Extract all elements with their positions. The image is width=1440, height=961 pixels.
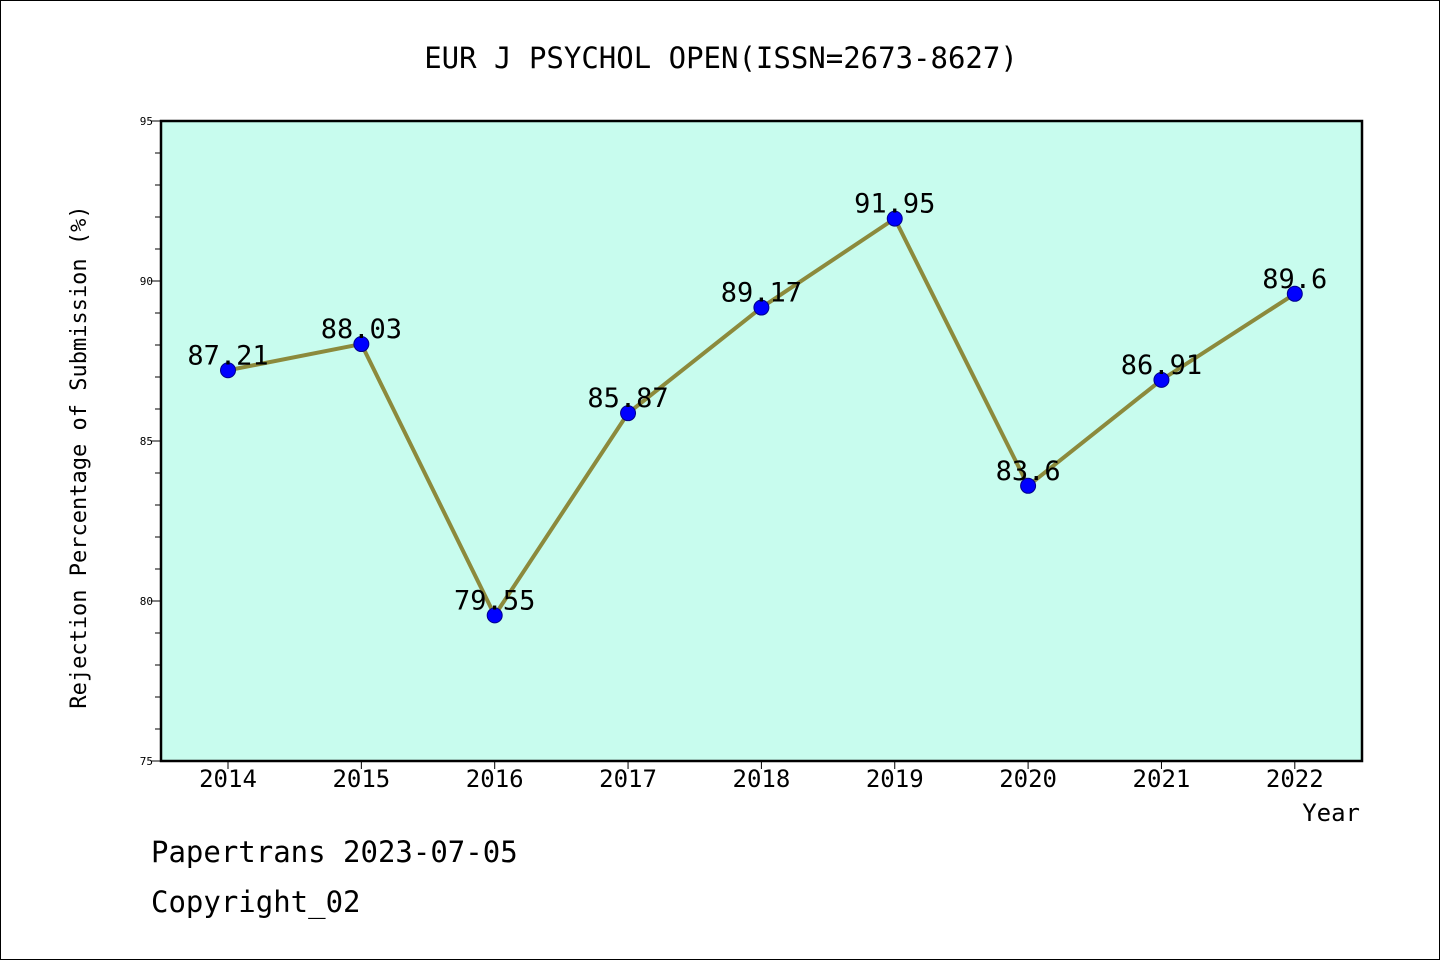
data-point (1020, 477, 1037, 494)
data-label: 91.95 (854, 189, 935, 220)
data-label: 83.6 (996, 456, 1061, 487)
y-tick-label: 95 (140, 115, 153, 128)
x-axis-label: Year (1302, 799, 1360, 827)
x-tick-label: 2019 (866, 765, 924, 793)
data-point (1153, 371, 1170, 388)
data-point (486, 607, 503, 624)
data-labels: 87.21 88.03 79.55 85.87 89.17 91.95 83.6 86.91 8… (187, 189, 1327, 617)
y-axis-label: Rejection Percentage of Submission (%) (67, 205, 92, 708)
data-label: 85.87 (587, 383, 668, 414)
y-axis-ticks: 75 80 85 90 95 (140, 115, 161, 768)
x-tick-label: 2020 (999, 765, 1057, 793)
y-tick-label: 90 (140, 275, 153, 288)
x-tick-label: 2021 (1133, 765, 1191, 793)
x-tick-label: 2018 (733, 765, 791, 793)
x-tick-label: 2014 (199, 765, 257, 793)
footer-copyright: Copyright_02 (151, 885, 361, 919)
data-point (220, 362, 236, 379)
data-point (886, 210, 903, 227)
x-tick-label: 2015 (332, 765, 390, 793)
data-point (620, 405, 637, 422)
data-label: 87.21 (187, 340, 268, 371)
data-label: 88.03 (321, 314, 402, 345)
y-tick-label: 75 (140, 755, 153, 768)
footer-credit: Papertrans 2023-07-05 (151, 835, 518, 869)
x-tick-label: 2016 (466, 765, 524, 793)
data-label: 89.17 (721, 278, 802, 309)
data-label: 79.55 (454, 585, 535, 616)
plot-border (159, 119, 1364, 763)
data-point (753, 299, 770, 316)
chart-title: EUR J PSYCHOL OPEN(ISSN=2673-8627) (424, 41, 1018, 75)
x-tick-label: 2017 (599, 765, 657, 793)
y-tick-label: 85 (140, 435, 153, 448)
plot-area (161, 121, 1362, 761)
data-points (220, 210, 1303, 624)
data-point (1286, 285, 1303, 302)
x-axis-ticks: 2014 2015 2016 2017 2018 2019 2020 2021 2022 (199, 761, 1324, 793)
data-label: 89.6 (1262, 264, 1327, 295)
data-label: 86.91 (1121, 350, 1202, 381)
x-tick-label: 2022 (1266, 765, 1324, 793)
y-tick-label: 80 (140, 595, 153, 608)
data-point (353, 336, 370, 353)
